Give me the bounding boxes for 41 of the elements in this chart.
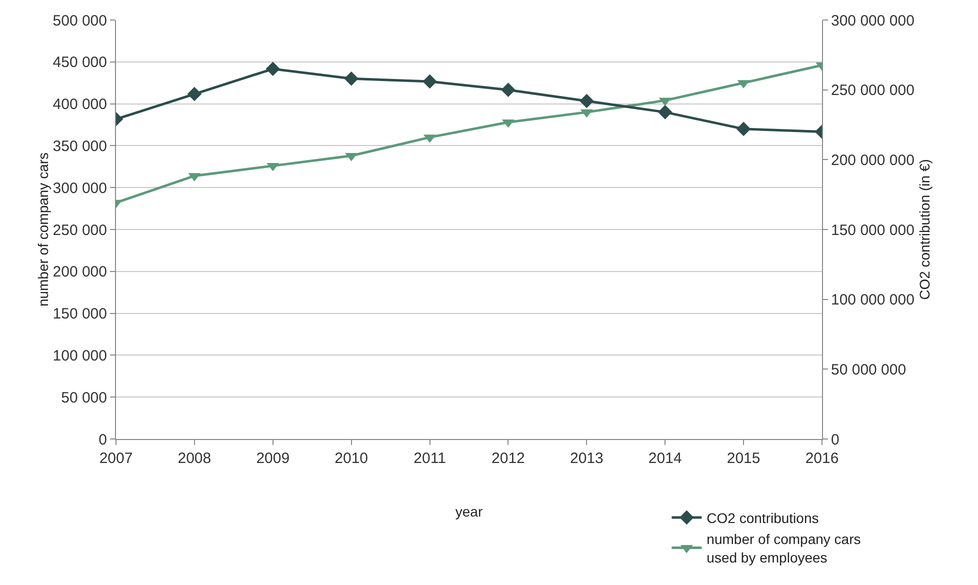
y-tick-label: 400 000 (52, 96, 107, 114)
x-axis-title: year (455, 503, 483, 520)
y-tick-label: 500 000 (52, 12, 107, 30)
x-tick-label: 2009 (256, 450, 290, 467)
y-tick-label: 250 000 (52, 222, 107, 239)
x-tick-label: 2016 (805, 450, 839, 467)
point (580, 94, 594, 108)
y2-tick-label: 50 000 000 (831, 361, 906, 378)
x-tick-label: 2015 (726, 450, 760, 467)
point (344, 72, 358, 86)
y2-tick-label: 300 000 000 (831, 12, 914, 30)
y2-tick-label: 200 000 000 (831, 152, 914, 169)
legend-label: number of company cars used by employees (706, 531, 861, 566)
y2-tick-label: 250 000 000 (831, 82, 914, 100)
x-tick-label: 2010 (334, 450, 368, 467)
x-tick-label: 2012 (492, 450, 525, 467)
y-axis-title: number of company cars (34, 152, 51, 307)
point (658, 105, 672, 120)
y-tick-label: 350 000 (52, 138, 107, 155)
x-tick-label: 2008 (178, 450, 212, 467)
y-tick-label: 300 000 (52, 180, 107, 197)
point (501, 82, 516, 97)
y-tick-label: 50 000 (61, 389, 107, 406)
x-tick-label: 2013 (570, 450, 604, 467)
point (422, 74, 437, 89)
x-tick-label: 2014 (648, 450, 682, 467)
y-tick-label: 450 000 (52, 54, 107, 72)
y2-tick-label: 100 000 000 (831, 292, 914, 309)
point (266, 62, 280, 76)
y-tick-label: 200 000 (52, 264, 107, 281)
x-tick-label: 2011 (414, 450, 446, 467)
y-tick-label: 150 000 (52, 306, 107, 323)
point (736, 122, 751, 136)
x-tick-label: 2007 (99, 450, 133, 467)
point (187, 86, 202, 102)
y2-tick-label: 150 000 000 (831, 222, 914, 239)
y2-axis-title: CO2 contribution (in €) (916, 159, 932, 300)
y-tick-label: 0 (98, 431, 107, 448)
y-tick-label: 100 000 (52, 347, 107, 364)
y2-tick-label: 0 (831, 431, 840, 448)
legend-label: CO2 contributions (706, 510, 819, 526)
